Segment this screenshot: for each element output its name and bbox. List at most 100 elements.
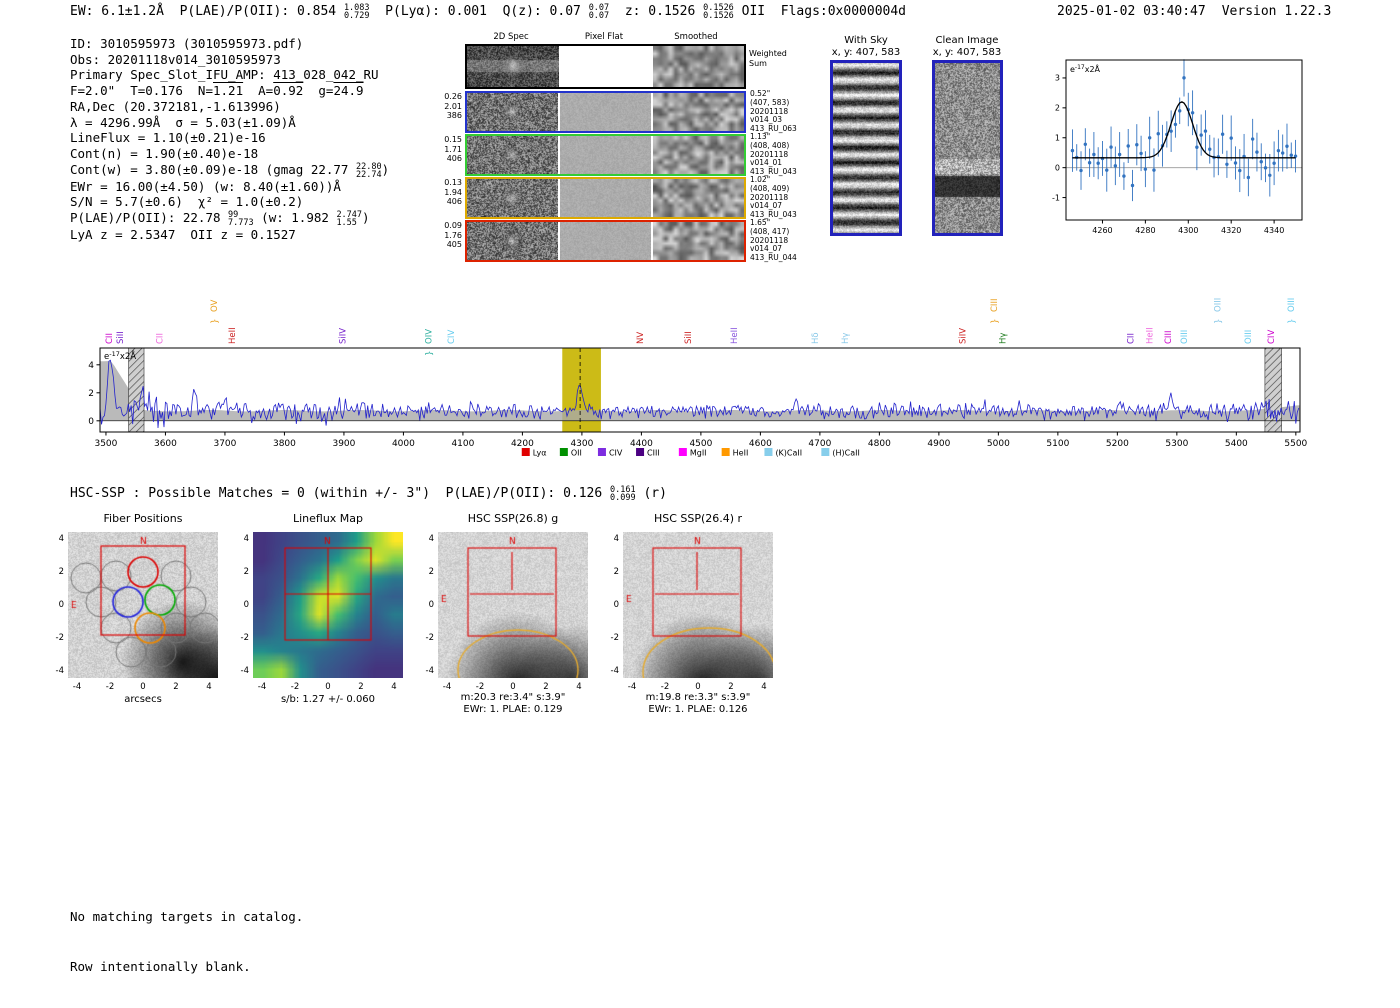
x-tick-label: 4 [761,682,767,692]
with-sky-title: With Sky [844,35,888,46]
cutout-row-weights-3: 0.09 1.76 405 [444,221,462,249]
x-tick-label: 4 [391,682,397,692]
full-spectrum-svg: 3500 3600 3700 3800 3900 4000 4100 4200 4300 4400… [88,298,1307,458]
spectral-line-label: SiII [116,331,126,344]
svg-text:4900: 4900 [927,439,950,449]
svg-text:0: 0 [1055,163,1060,172]
x-tick-label: 4 [206,682,212,692]
panel-lineflux-map: Lineflux Map s/b: 1.27 +/- 0.060 [253,512,403,705]
legend-swatch [559,448,568,456]
fiber-positions-canvas [68,532,218,678]
version-label: Version 1.22.3 [1221,4,1332,19]
footer-line-1: No matching targets in catalog. [70,909,304,924]
clean-image-coords: x, y: 407, 583 [932,47,1002,58]
elixer-report-page: EW: 6.1±1.2Å P(LAE)/P(OII): 0.854 1.083 0… [55,3,1332,974]
y-tick-label: -2 [610,632,619,643]
x-tick-label: 0 [695,682,701,692]
spectral-line-label: NV [636,332,646,344]
col-header-2d-spec: 2D Spec [493,32,529,42]
y-tick-label: 0 [428,600,434,610]
legend-label: (K)CaII [775,449,802,458]
spectrum-trace [99,359,1300,429]
x-tick-label: -2 [105,682,115,692]
x-tick-label: 2 [728,682,734,692]
x-tick-label: -2 [660,682,670,692]
svg-text:4: 4 [88,361,94,371]
x-tick-label: -4 [627,682,637,692]
weighted-sum-smoothed-canvas [653,46,744,87]
panel-title: HSC SSP(26.4) r [653,512,743,525]
x-tick-label: -4 [442,682,452,692]
line-fit-svg: 4260 4280 4300 4320 4340 -1 0 1 2 3 e-17x2Å [1052,59,1303,235]
line-label-brace: } [1214,319,1224,324]
2d-spec-canvas-0 [467,93,558,131]
legend-label: CIV [609,449,623,458]
svg-text:5500: 5500 [1284,439,1307,449]
line-label-brace: } [425,351,435,356]
col-header-smoothed: Smoothed [674,32,718,42]
y-tick-label: 2 [58,567,64,578]
info-line-2: Primary Spec_Slot_IFU_AMP: 413_028_042_R… [70,67,379,83]
y-tick-label: -2 [240,632,249,643]
line-label-brace: } [991,319,1001,324]
pixel-flat-canvas-1 [560,136,651,174]
x-tick-label: 2 [358,682,364,692]
x-tick-label: -2 [290,682,300,692]
cutout-row-weights-2: 0.13 1.94 406 [444,178,462,206]
smoothed-canvas-1 [653,136,744,174]
info-line-8: Cont(w) = 3.80(±0.09)e-18 (gmag 22.77 22… [70,161,390,180]
legend-label: OII [571,449,582,458]
svg-text:4340: 4340 [1264,226,1284,235]
svg-text:5100: 5100 [1046,439,1069,449]
cutout-row-details-3: 1.65" (408, 417) 20201118 v014_07 413_RU_044 [750,218,797,263]
info-line-6: LineFlux = 1.10(±0.21)e-16 [70,130,266,146]
spectral-line-label: CIII [990,299,1000,312]
info-line-4: RA,Dec (20.372181,-1.613996) [70,98,281,114]
legend-label: HeII [733,449,749,458]
cutout-row-weights-1: 0.15 1.71 406 [444,135,462,163]
svg-text:5200: 5200 [1106,439,1129,449]
clean-image-canvas [935,63,1000,233]
y-tick-label: -4 [425,665,434,676]
detection-info-block: ID: 3010595973 (3010595973.pdf) Obs: 2020… [70,36,389,243]
spectral-line-label: Hγ [999,333,1009,344]
spectral-line-label: OIII [1213,298,1223,312]
svg-text:3500: 3500 [94,439,117,449]
info-line-5: λ = 4296.99Å σ = 5.03(±1.09)Å [70,114,296,130]
footer-line-2: Row intentionally blank. [70,958,251,974]
spectral-line-label: SiIV [339,328,349,344]
pixel-flat-canvas-0 [560,93,651,131]
pixel-flat-canvas-2 [560,179,651,217]
spectral-line-label: CII [105,333,115,344]
spectral-line-label: SiIV [959,328,969,344]
x-tick-label: -4 [72,682,82,692]
with-sky-canvas [833,63,899,233]
cutout-row-1 [465,134,746,176]
cutout-row-details-1: 1.13" (408, 408) 20201118 v014_01 413_RU_043 [750,132,797,177]
cutout-row-0 [465,91,746,133]
pixel-flat-canvas-3 [560,222,651,260]
legend-label: MgII [690,449,707,458]
clean-image-title: Clean Image [935,35,999,46]
legend-swatch [521,448,530,456]
svg-text:3: 3 [1055,74,1060,83]
info-line-9: EWr = 16.00(±4.50) (w: 8.40(±1.60))Å [70,178,341,194]
y-tick-label: 0 [58,600,64,610]
panel-hsc-g: HSC SSP(26.8) g m:20.3 re:3.4" s:3.9" EW… [438,512,588,715]
spectral-line-label: OIII [1244,330,1254,344]
panel-caption-2: EWr: 1. PLAE: 0.126 [648,704,748,715]
x-tick-label: 2 [173,682,179,692]
svg-text:5400: 5400 [1225,439,1248,449]
weighted-sum-2d-canvas [467,46,559,87]
y-tick-label: -2 [425,632,434,643]
svg-text:4500: 4500 [689,439,712,449]
svg-text:4600: 4600 [749,439,772,449]
y-tick-label: 2 [243,567,249,578]
cutout-row-details-0: 0.52" (407, 583) 20201118 v014_03 413_RU_063 [750,89,797,134]
panel-title: HSC SSP(26.8) g [467,512,559,525]
x-tick-label: -4 [257,682,267,692]
svg-text:4000: 4000 [392,439,415,449]
2d-spec-canvas-2 [467,179,558,217]
masked-region [1264,347,1282,433]
line-label-brace: } [211,319,221,324]
